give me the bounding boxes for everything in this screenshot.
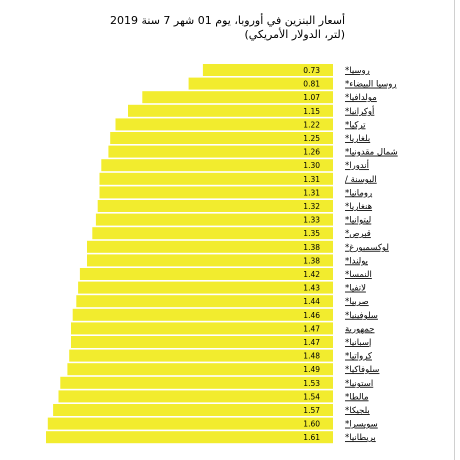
bar bbox=[58, 390, 333, 403]
value-label: 1.07 bbox=[303, 93, 320, 102]
category-label: سلوفينيا* bbox=[345, 311, 378, 321]
category-label: بولندا* bbox=[345, 256, 368, 266]
value-label: 1.38 bbox=[303, 256, 320, 265]
value-label: 1.31 bbox=[303, 175, 320, 184]
category-label: كرواتيا* bbox=[345, 352, 373, 362]
category-label: لوكسمبورغ* bbox=[345, 243, 389, 253]
bar bbox=[87, 254, 333, 267]
chart-title: أسعار البنزين في أوروبا، يوم 01 شهر 7 سن… bbox=[109, 14, 345, 27]
category-label: روسيا البيضاء* bbox=[345, 80, 396, 90]
bar bbox=[110, 132, 333, 144]
category-label: رومانيا* bbox=[345, 188, 372, 198]
value-label: 1.53 bbox=[303, 379, 320, 388]
category-label: شمال مقدونيا* bbox=[345, 148, 398, 158]
category-label: بريطانيا* bbox=[345, 433, 376, 443]
bar bbox=[71, 322, 333, 335]
bar bbox=[202, 64, 333, 76]
category-label: هنغاريا* bbox=[345, 202, 372, 212]
bar bbox=[87, 240, 333, 253]
category-label: سويسرا* bbox=[345, 420, 378, 430]
bar bbox=[92, 227, 333, 240]
bar bbox=[115, 118, 333, 131]
chart-title-block: أسعار البنزين في أوروبا، يوم 01 شهر 7 سن… bbox=[109, 14, 345, 42]
bar bbox=[76, 295, 334, 308]
category-label: أندورا* bbox=[345, 159, 369, 171]
bar bbox=[53, 404, 333, 416]
value-label: 1.47 bbox=[303, 324, 320, 333]
bar bbox=[142, 91, 333, 104]
value-label: 1.35 bbox=[303, 229, 320, 238]
category-label: تركيا* bbox=[345, 120, 366, 130]
category-label: سلوفاكيا* bbox=[345, 365, 379, 375]
bar bbox=[46, 431, 333, 444]
category-label: مولدافيا* bbox=[345, 93, 377, 103]
chart-subtitle: (لتر، الدولار الأمريكي) bbox=[244, 28, 345, 41]
bar bbox=[47, 417, 334, 430]
bar bbox=[128, 104, 333, 117]
value-label: 1.61 bbox=[303, 433, 320, 442]
bar bbox=[67, 363, 334, 376]
bar bbox=[99, 186, 333, 199]
value-label: 1.15 bbox=[303, 107, 320, 116]
value-label: 1.25 bbox=[303, 134, 320, 143]
category-label: مالطا* bbox=[345, 392, 369, 402]
value-label: 1.54 bbox=[303, 392, 320, 401]
value-label: 1.31 bbox=[303, 188, 320, 197]
category-label: جمهورية bbox=[345, 324, 375, 334]
value-label: 1.43 bbox=[303, 284, 320, 293]
value-label: 1.47 bbox=[303, 338, 320, 347]
bar bbox=[97, 200, 333, 212]
value-label: 1.44 bbox=[303, 297, 320, 306]
category-label: روسيا* bbox=[345, 66, 370, 76]
value-label: 1.48 bbox=[303, 352, 320, 361]
value-label: 1.57 bbox=[303, 406, 320, 415]
value-label: 1.33 bbox=[303, 216, 320, 225]
value-label: 1.38 bbox=[303, 243, 320, 252]
category-label: بلغاريا* bbox=[345, 134, 370, 144]
category-label: إسبانيا* bbox=[345, 338, 371, 348]
value-label: 1.42 bbox=[303, 270, 320, 279]
value-label: 1.32 bbox=[303, 202, 320, 211]
bar bbox=[72, 308, 333, 321]
category-label: لاتفيا* bbox=[345, 284, 366, 294]
bar bbox=[95, 213, 334, 226]
category-label: أوكرانيا* bbox=[345, 105, 374, 117]
bar bbox=[78, 281, 333, 294]
category-label: البوسنة / bbox=[345, 175, 377, 185]
value-label: 0.81 bbox=[303, 80, 320, 89]
bar bbox=[101, 159, 333, 172]
frame-divider bbox=[454, 0, 455, 460]
category-label: ليتوانيا* bbox=[345, 216, 371, 226]
value-label: 1.46 bbox=[303, 311, 320, 320]
category-label: استونيا* bbox=[345, 379, 373, 389]
value-label: 0.73 bbox=[303, 66, 320, 75]
bar bbox=[99, 172, 333, 185]
bar bbox=[108, 145, 334, 158]
category-label: صربيا* bbox=[345, 297, 369, 307]
bar bbox=[69, 349, 333, 362]
bar bbox=[79, 268, 334, 280]
category-label: قبرص* bbox=[345, 229, 371, 239]
category-label: بلجيكا* bbox=[345, 406, 370, 416]
value-label: 1.60 bbox=[303, 420, 320, 429]
value-label: 1.49 bbox=[303, 365, 320, 374]
value-label: 1.26 bbox=[303, 148, 320, 157]
value-label: 1.30 bbox=[303, 161, 320, 170]
bar bbox=[71, 336, 333, 348]
bar bbox=[188, 77, 333, 90]
category-label: النمسا* bbox=[345, 270, 372, 280]
bar bbox=[60, 376, 334, 389]
value-label: 1.22 bbox=[303, 120, 320, 129]
